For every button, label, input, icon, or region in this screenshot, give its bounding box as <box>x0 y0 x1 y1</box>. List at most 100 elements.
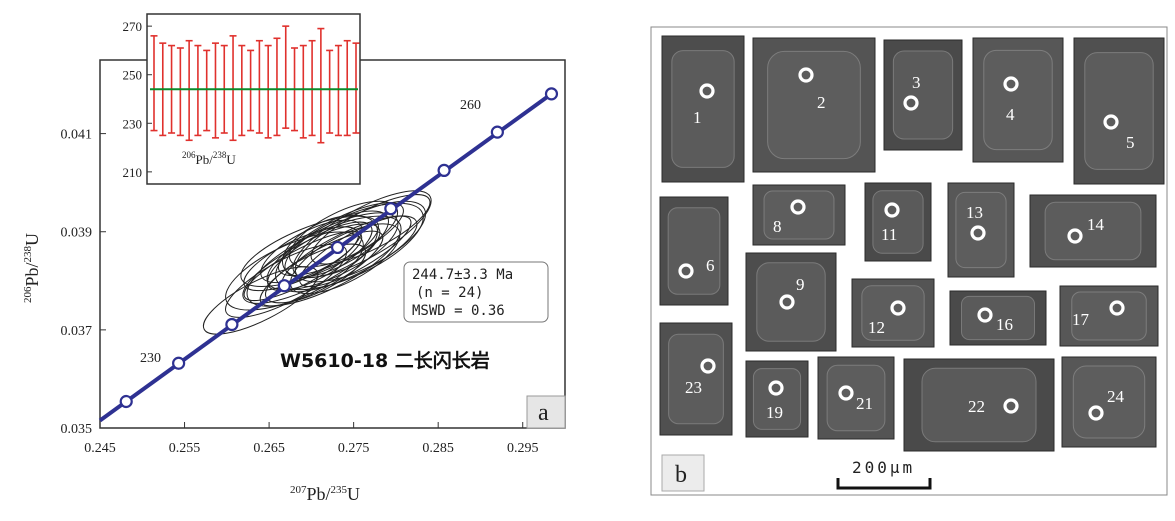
zircon-grain: 3 <box>883 39 963 151</box>
zircon-grain: 12 <box>851 278 935 348</box>
inset-label: 206Pb/238U <box>182 150 236 167</box>
zircon-grain: 19 <box>745 360 809 438</box>
analysis-ellipse <box>299 215 412 288</box>
grain-number: 5 <box>1126 133 1135 152</box>
analysis-spot-marker <box>884 202 900 218</box>
grain-crystal-shape <box>752 368 802 430</box>
x-tick-label: 0.285 <box>422 441 454 456</box>
inset-error-bar <box>176 47 184 137</box>
analysis-ellipse <box>260 219 363 284</box>
analysis-spot-marker <box>1088 405 1104 421</box>
result-n: (n = 24) <box>416 285 483 301</box>
grain-crystal-shape <box>1044 201 1142 261</box>
grain-number: 16 <box>996 315 1013 334</box>
x-tick-label: 0.265 <box>253 441 285 456</box>
panel-b-label-box <box>661 454 705 492</box>
y-tick-label: 0.035 <box>61 422 93 437</box>
zircon-grain: 5 <box>1073 37 1165 185</box>
concordia-age-marker <box>172 356 186 370</box>
zircon-grain: 22 <box>903 358 1055 452</box>
analysis-spot-marker <box>678 263 694 279</box>
age-label-260: 260 <box>460 98 481 113</box>
zircon-grain: 6 <box>659 196 729 306</box>
grain-crystal-shape <box>763 190 835 240</box>
grain-number: 4 <box>1006 105 1015 124</box>
grain-crystal-shape <box>983 49 1053 151</box>
grain-number: 23 <box>685 378 702 397</box>
inset-age-plot: 210 230 250 270 206Pb/238U <box>123 13 361 185</box>
inset-error-bar <box>211 42 219 139</box>
x-axis-title: 207Pb/235U <box>290 484 360 504</box>
grain-number: 11 <box>881 225 897 244</box>
concordia-age-marker <box>330 240 345 255</box>
analysis-spot-marker <box>970 225 986 241</box>
analysis-spot-marker <box>1103 114 1119 130</box>
analysis-spot-marker <box>903 95 919 111</box>
result-box <box>403 261 549 323</box>
inset-error-bar <box>229 35 237 142</box>
concordia-panel: 0.245 0.255 0.265 0.275 0.285 0.295 0.0350.03… <box>22 13 566 504</box>
grain-number: 22 <box>968 397 985 416</box>
analysis-ellipse <box>225 243 347 318</box>
concordia-age-marker <box>490 125 504 139</box>
age-label-230: 230 <box>140 351 161 366</box>
inset-y-tick-label: 210 <box>123 165 143 180</box>
inset-frame <box>146 13 361 185</box>
analysis-spot-marker <box>790 199 806 215</box>
zircon-grain: 9 <box>745 252 837 352</box>
scale-bar-text: 200μm <box>852 458 915 477</box>
inset-error-bar <box>150 35 158 132</box>
zircon-grain: 17 <box>1059 285 1159 347</box>
inset-error-bar <box>255 39 263 134</box>
inset-error-bar <box>326 49 334 134</box>
analysis-ellipse <box>240 215 379 288</box>
concordia-age-marker <box>437 163 451 177</box>
analysis-spot-marker <box>779 294 795 310</box>
y-axis-title: 206Pb/238U <box>22 233 42 303</box>
grain-number: 6 <box>706 256 715 275</box>
inset-error-bar <box>299 44 307 139</box>
grain-crystal-shape <box>1072 365 1146 439</box>
panel-a-label: a <box>538 400 549 426</box>
grain-crystal-shape <box>756 262 826 342</box>
grain-number: 21 <box>856 394 873 413</box>
grain-number: 3 <box>912 73 921 92</box>
y-tick-label: 0.039 <box>61 226 93 241</box>
inset-error-bar <box>317 27 325 144</box>
panel-b-label: b <box>675 462 687 488</box>
grain-number: 12 <box>868 318 885 337</box>
x-axis-ticks: 0.245 0.255 0.265 0.275 0.285 0.295 <box>84 422 538 456</box>
grain-crystal-shape <box>892 50 954 140</box>
zircon-grain: 2 <box>752 37 876 173</box>
inset-error-bar <box>282 25 290 129</box>
grain-number: 14 <box>1087 215 1105 234</box>
x-tick-label: 0.295 <box>507 441 539 456</box>
zircon-grain: 23 <box>659 322 733 436</box>
concordia-age-marker <box>119 394 133 409</box>
analysis-ellipse <box>202 266 319 335</box>
analysis-spot-marker <box>768 380 784 396</box>
zircon-grain: 16 <box>949 290 1047 346</box>
analysis-spot-marker <box>699 83 715 99</box>
zircon-grain: 1 <box>661 35 745 183</box>
inset-error-bar <box>308 39 316 137</box>
analysis-spot-marker <box>798 67 814 83</box>
zircon-grain: 24 <box>1061 356 1157 448</box>
grain-number: 13 <box>966 203 983 222</box>
grain-crystal-shape <box>955 191 1007 269</box>
concordia-age-marker <box>544 87 559 101</box>
analysis-spot-marker <box>700 358 716 374</box>
analysis-ellipse <box>294 200 427 283</box>
zircon-grain: 11 <box>864 182 932 262</box>
zircon-grain: 21 <box>817 356 895 440</box>
analysis-spot-marker <box>838 385 854 401</box>
grain-number: 9 <box>796 275 805 294</box>
zircon-grain: 13 <box>947 182 1015 278</box>
inset-y-tick-label: 230 <box>123 116 143 131</box>
scale-bar <box>836 478 932 490</box>
inset-error-bar <box>273 37 281 137</box>
analysis-spot-marker <box>890 300 906 316</box>
grain-number: 1 <box>693 108 702 127</box>
